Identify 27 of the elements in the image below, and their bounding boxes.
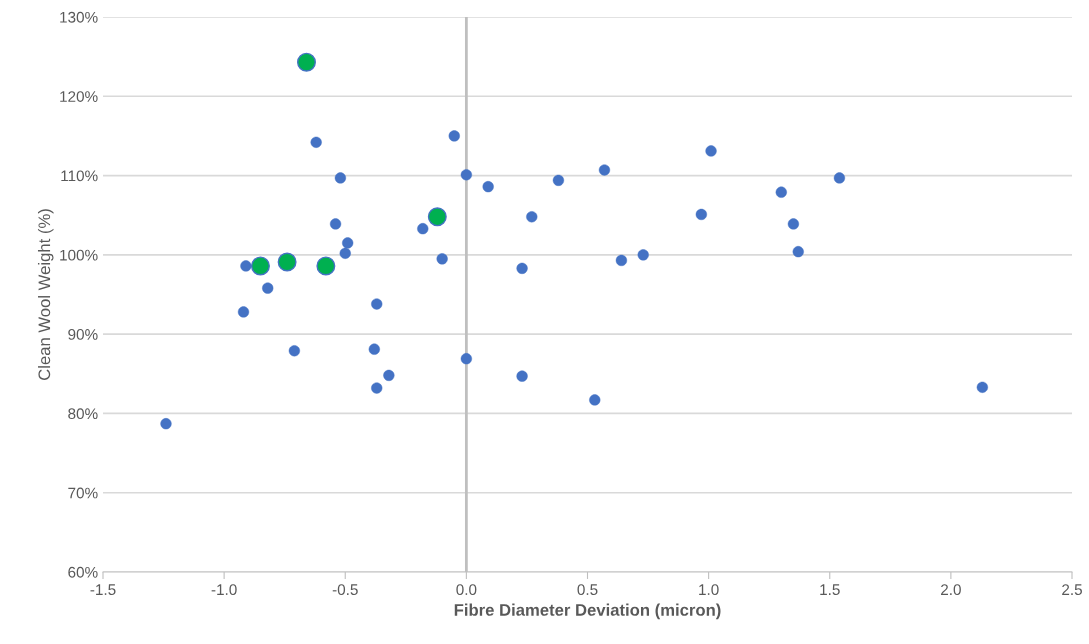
- point: [297, 52, 316, 72]
- y-tick-label: 130%: [60, 11, 98, 23]
- x-tick-label: 0.0: [456, 584, 477, 596]
- point: [368, 343, 380, 355]
- x-tick-label: 2.0: [941, 584, 961, 596]
- point: [277, 252, 297, 272]
- point: [316, 256, 336, 276]
- point: [460, 353, 472, 365]
- x-axis-title: Fibre Diameter Deviation (micron): [454, 603, 721, 620]
- y-tick-label: 80%: [68, 408, 98, 420]
- x-tick-label: -1.0: [211, 584, 237, 596]
- y-tick-label: 120%: [60, 91, 98, 102]
- y-tick-label: 70%: [68, 487, 98, 499]
- y-tick-label: 60%: [68, 566, 98, 578]
- y-tick-label: 110%: [61, 170, 98, 182]
- y-tick-label: 100%: [60, 249, 98, 261]
- x-tick-label: 2.5: [1062, 584, 1082, 596]
- x-tick-label: 1.5: [820, 584, 840, 596]
- x-tick-label: -0.5: [332, 584, 358, 596]
- point: [695, 208, 707, 221]
- x-tick-label: 1.0: [699, 584, 719, 596]
- y-tick-label: 90%: [68, 329, 98, 340]
- x-tick-label: 0.5: [577, 584, 598, 596]
- x-tick-label: -1.5: [90, 584, 116, 596]
- point: [427, 207, 447, 227]
- point: [250, 256, 270, 276]
- y-axis-title: Clean Wool Weight (%): [37, 209, 54, 380]
